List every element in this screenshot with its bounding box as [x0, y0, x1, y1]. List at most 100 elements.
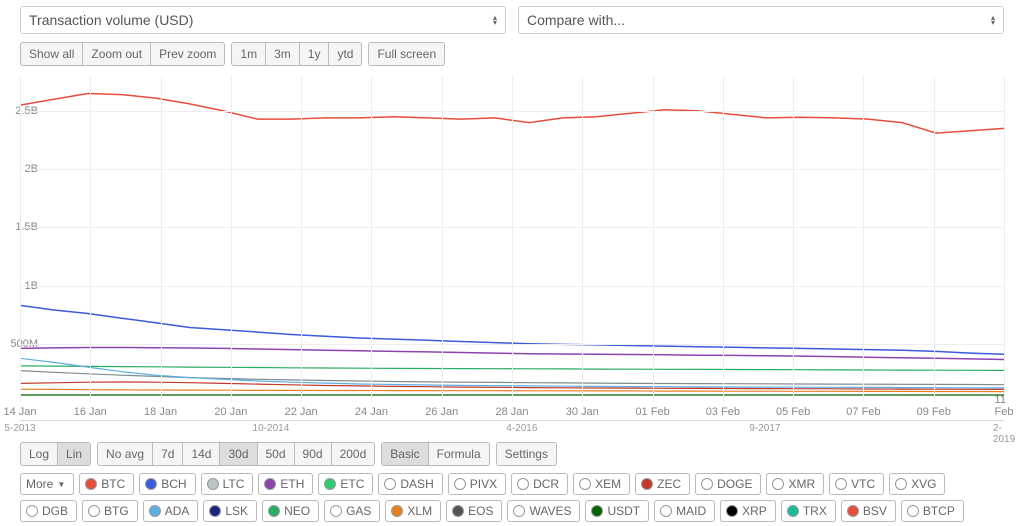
compare-select[interactable]: Compare with... ▴▾ — [518, 6, 1004, 34]
range-1m[interactable]: 1m — [231, 42, 266, 66]
swatch-icon — [787, 505, 799, 517]
minimap-label: 2-2019 — [993, 423, 1015, 445]
legend-item-label: USDT — [607, 504, 640, 518]
legend-item-label: NEO — [284, 504, 310, 518]
legend-item-lsk[interactable]: LSK — [203, 500, 257, 522]
legend-item-vtc[interactable]: VTC — [829, 473, 884, 495]
legend-item-xem[interactable]: XEM — [573, 473, 630, 495]
swatch-icon — [591, 505, 603, 517]
legend-item-label: XMR — [788, 477, 815, 491]
legend-item-etc[interactable]: ETC — [318, 473, 373, 495]
view-toolbar: LogLin No avg7d14d30d50d90d200d BasicFor… — [0, 438, 1024, 470]
scale-log[interactable]: Log — [20, 442, 58, 466]
minimap-label: 5-2013 — [4, 423, 35, 434]
chevron-updown-icon: ▴▾ — [493, 15, 497, 25]
swatch-icon — [149, 505, 161, 517]
legend-item-pivx[interactable]: PIVX — [448, 473, 506, 495]
legend-item-doge[interactable]: DOGE — [695, 473, 761, 495]
minimap-label: 9-2017 — [749, 423, 780, 434]
avg-14d[interactable]: 14d — [182, 442, 220, 466]
swatch-icon — [895, 478, 907, 490]
swatch-icon — [330, 505, 342, 517]
legend-item-xvg[interactable]: XVG — [889, 473, 945, 495]
legend-item-dcr[interactable]: DCR — [511, 473, 568, 495]
range-3m[interactable]: 3m — [265, 42, 300, 66]
avg-90d[interactable]: 90d — [294, 442, 332, 466]
legend-item-zec[interactable]: ZEC — [635, 473, 690, 495]
avg-7d[interactable]: 7d — [152, 442, 183, 466]
legend-more-button[interactable]: More▼ — [20, 473, 74, 495]
legend-item-eth[interactable]: ETH — [258, 473, 313, 495]
x-tick-label: 09 Feb — [917, 406, 951, 418]
swatch-icon — [454, 478, 466, 490]
swatch-icon — [513, 505, 525, 517]
range-ytd[interactable]: ytd — [328, 42, 362, 66]
swatch-icon — [701, 478, 713, 490]
avg-200d[interactable]: 200d — [331, 442, 376, 466]
legend-item-btg[interactable]: BTG — [82, 500, 138, 522]
mode-formula[interactable]: Formula — [428, 442, 490, 466]
legend-item-label: ETH — [280, 477, 304, 491]
zoom-zoom-out[interactable]: Zoom out — [82, 42, 151, 66]
avg-50d[interactable]: 50d — [257, 442, 295, 466]
legend-item-eos[interactable]: EOS — [446, 500, 502, 522]
legend-item-label: DCR — [533, 477, 559, 491]
x-tick-label: 30 Jan — [566, 406, 599, 418]
range-1y[interactable]: 1y — [299, 42, 330, 66]
swatch-icon — [26, 505, 38, 517]
legend-item-neo[interactable]: NEO — [262, 500, 319, 522]
x-tick-label: 01 Feb — [635, 406, 669, 418]
legend-item-xlm[interactable]: XLM — [385, 500, 441, 522]
legend-item-btc[interactable]: BTC — [79, 473, 134, 495]
legend-item-label: ETC — [340, 477, 364, 491]
legend-item-gas[interactable]: GAS — [324, 500, 380, 522]
legend-item-label: EOS — [468, 504, 493, 518]
x-tick-label: 07 Feb — [846, 406, 880, 418]
legend-item-ada[interactable]: ADA — [143, 500, 199, 522]
legend-item-maid[interactable]: MAID — [654, 500, 715, 522]
swatch-icon — [847, 505, 859, 517]
settings-button[interactable]: Settings — [496, 442, 557, 466]
legend-item-bch[interactable]: BCH — [139, 473, 195, 495]
swatch-icon — [324, 478, 336, 490]
legend-item-trx[interactable]: TRX — [781, 500, 836, 522]
legend-item-label: LTC — [223, 477, 245, 491]
minimap[interactable]: 5-201310-20144-20169-20172-2019 — [20, 420, 1004, 438]
legend-item-label: XRP — [742, 504, 767, 518]
legend-item-label: BTCP — [923, 504, 955, 518]
legend-item-btcp[interactable]: BTCP — [901, 500, 964, 522]
zoom-prev-zoom[interactable]: Prev zoom — [150, 42, 225, 66]
swatch-icon — [579, 478, 591, 490]
legend-item-xrp[interactable]: XRP — [720, 500, 776, 522]
swatch-icon — [88, 505, 100, 517]
legend-item-label: MAID — [676, 504, 706, 518]
legend-item-dash[interactable]: DASH — [378, 473, 442, 495]
legend: More▼BTC BCH LTC ETH ETC DASH PIVX DCR XEMZECDOG… — [0, 470, 1024, 525]
swatch-icon — [391, 505, 403, 517]
legend-item-label: LSK — [225, 504, 248, 518]
scale-lin[interactable]: Lin — [57, 442, 91, 466]
x-tick-label: 16 Jan — [74, 406, 107, 418]
legend-item-xmr[interactable]: XMR — [766, 473, 824, 495]
x-tick-label: 03 Feb — [706, 406, 740, 418]
legend-item-ltc[interactable]: LTC — [201, 473, 254, 495]
legend-item-label: BCH — [161, 477, 186, 491]
legend-item-label: PIVX — [470, 477, 497, 491]
avg-no-avg[interactable]: No avg — [97, 442, 153, 466]
avg-30d[interactable]: 30d — [219, 442, 257, 466]
legend-item-usdt[interactable]: USDT — [585, 500, 649, 522]
legend-item-dgb[interactable]: DGB — [20, 500, 77, 522]
legend-item-label: WAVES — [529, 504, 571, 518]
mode-basic[interactable]: Basic — [381, 442, 428, 466]
legend-item-label: DASH — [400, 477, 433, 491]
legend-item-bsv[interactable]: BSV — [841, 500, 896, 522]
zoom-toolbar: Show allZoom outPrev zoom 1m3m1yytd Full… — [0, 38, 1024, 70]
swatch-icon — [268, 505, 280, 517]
zoom-show-all[interactable]: Show all — [20, 42, 83, 66]
swatch-icon — [835, 478, 847, 490]
legend-item-waves[interactable]: WAVES — [507, 500, 580, 522]
fullscreen-button[interactable]: Full screen — [368, 42, 445, 66]
metric-select[interactable]: Transaction volume (USD) ▴▾ — [20, 6, 506, 34]
minimap-label: 4-2016 — [506, 423, 537, 434]
legend-item-label: BTG — [104, 504, 129, 518]
